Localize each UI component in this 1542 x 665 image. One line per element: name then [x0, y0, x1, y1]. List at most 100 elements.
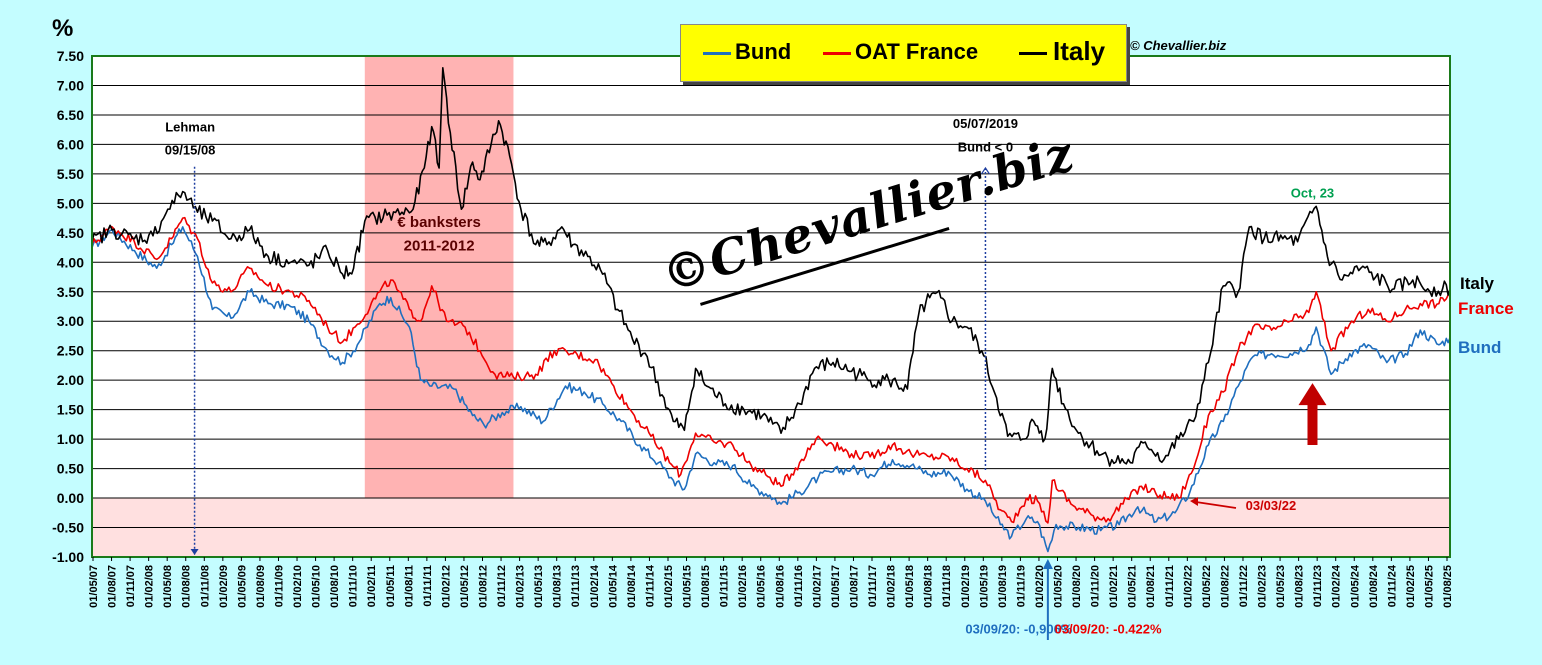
x-tick-label: 01/05/25 [1423, 565, 1435, 608]
annotation-3: 2011-2012 [404, 238, 475, 255]
x-tick-label: 01/08/11 [403, 565, 415, 607]
x-tick-label: 01/08/09 [255, 565, 267, 608]
annotation-7: 03/03/22 [1246, 498, 1297, 513]
x-tick-label: 01/05/23 [1275, 565, 1287, 608]
y-tick-label: 5.00 [57, 195, 84, 211]
annotation-0: Lehman [165, 119, 215, 134]
annotation-layer: Lehman 09/15/08 € banksters 2011-2012 05/07/… [165, 116, 1334, 640]
x-tick-label: 01/08/12 [478, 565, 490, 608]
x-tick-label: 01/05/18 [904, 565, 916, 608]
x-tick-label: 01/05/21 [1127, 565, 1139, 608]
x-tick-label: 01/02/25 [1405, 565, 1417, 608]
x-tick-label: 01/05/08 [162, 565, 174, 608]
x-tick-label: 01/02/20 [1034, 565, 1046, 608]
x-tick-label: 01/08/08 [181, 565, 193, 608]
x-tick-label: 01/11/13 [570, 565, 582, 607]
x-tick-label: 01/08/18 [923, 565, 935, 608]
x-tick-label: 01/08/14 [626, 564, 638, 608]
x-tick-label: 01/05/20 [1052, 565, 1064, 608]
x-tick-label: 01/08/20 [1071, 565, 1083, 608]
x-tick-label: 01/08/22 [1219, 565, 1231, 608]
x-tick-label: 01/08/16 [774, 565, 786, 608]
y-tick-label: 0.00 [57, 490, 84, 506]
x-tick-label: 01/11/11 [422, 565, 434, 607]
annotation-5: Bund < 0 [958, 139, 1013, 154]
x-tick-label: 01/05/11 [385, 565, 397, 607]
x-tick-label: 01/11/22 [1238, 565, 1250, 607]
y-tick-label: 1.50 [57, 402, 84, 418]
y-tick-label: -0.50 [52, 520, 84, 536]
x-tick-label: 01/02/21 [1108, 565, 1120, 608]
x-tick-label: 01/08/17 [848, 565, 860, 608]
series-layer [91, 67, 1451, 553]
y-axis-label: % [52, 15, 73, 42]
marker-arrowhead-0 [190, 549, 199, 555]
x-tick-label: 01/08/21 [1145, 565, 1157, 608]
x-tick-label: 01/02/14 [589, 564, 601, 608]
annotation-9: 03/09/20: -0.422% [1055, 622, 1162, 637]
x-tick-label: 01/02/16 [737, 565, 749, 608]
x-tick-label: 01/02/17 [811, 565, 823, 608]
covid-marker-arrowhead [1042, 559, 1053, 569]
x-tick-label: 01/05/17 [830, 565, 842, 608]
series-line-oat-france [91, 216, 1451, 524]
marker-arrowhead-1 [980, 166, 990, 175]
x-tick-label: 01/05/14 [607, 564, 619, 608]
big-red-arrow [1298, 383, 1327, 446]
x-tick-label: 01/11/09 [273, 565, 285, 607]
y-tick-label: 6.00 [57, 136, 84, 152]
x-tick-label: 01/02/09 [218, 565, 230, 608]
annotation-8: 03/09/20: -0,906% [965, 622, 1072, 637]
x-tick-label: 01/11/16 [793, 565, 805, 607]
x-tick-label: 01/05/22 [1201, 565, 1213, 608]
x-tick-label: 01/08/23 [1294, 565, 1306, 608]
y-tick-label: 0.50 [57, 461, 84, 477]
x-tick-label: 01/11/18 [941, 565, 953, 607]
x-tick-label: 01/02/24 [1331, 564, 1343, 608]
x-tick-label: 01/02/18 [886, 565, 898, 608]
x-tick-label: 01/08/19 [997, 565, 1009, 608]
x-tick-label: 01/11/15 [719, 565, 731, 607]
x-tick-label: 01/05/13 [533, 565, 545, 608]
y-tick-label: 3.00 [57, 313, 84, 329]
x-tick-label: 01/02/08 [144, 565, 156, 608]
x-tick-label: 01/02/11 [366, 565, 378, 607]
x-tick-label: 01/05/07 [88, 565, 100, 608]
legend-item-bund: Bund [735, 39, 792, 64]
x-tick-label: 01/08/25 [1442, 565, 1454, 608]
legend: Bund OAT France Italy [680, 24, 1127, 82]
x-tick-label: 01/11/14 [644, 564, 656, 607]
y-tick-label: 2.00 [57, 372, 84, 388]
y-tick-label: 4.00 [57, 254, 84, 270]
legend-item-italy: Italy [1053, 36, 1106, 66]
x-tick-label: 01/08/15 [700, 565, 712, 608]
y-tick-label: 3.50 [57, 284, 84, 300]
annotation-2: € banksters [397, 214, 480, 231]
x-tick-label: 01/05/16 [756, 565, 768, 608]
pointer-arrowhead-03-03-22 [1190, 497, 1198, 506]
x-tick-label: 01/02/10 [292, 565, 304, 608]
annotation-4: 05/07/2019 [953, 116, 1018, 131]
y-tick-label: 7.00 [57, 77, 84, 93]
x-tick-label: 01/08/10 [329, 565, 341, 608]
end-label-france: France [1458, 299, 1514, 318]
y-tick-label: 7.50 [57, 48, 84, 64]
x-tick-label: 01/11/19 [1015, 565, 1027, 607]
annotation-6: Oct, 23 [1291, 185, 1334, 200]
x-tick-label: 01/02/19 [960, 565, 972, 608]
legend-swatch-bund [703, 52, 731, 55]
y-tick-label: 2.50 [57, 343, 84, 359]
copyright-label: © Chevallier.biz [1130, 38, 1227, 53]
x-tick-label: 01/05/10 [311, 565, 323, 608]
plot-area [92, 56, 1450, 557]
end-label-bund: Bund [1458, 338, 1502, 357]
x-tick-label: 01/11/10 [348, 565, 360, 607]
legend-swatch-oat [823, 52, 851, 55]
axis-layer: 7.50 7.00 6.50 6.00 5.50 5.00 4.50 4.00 3.50 3.00… [52, 15, 1454, 608]
series-line-italy [91, 67, 1451, 467]
pointer-line-03-03-22 [1195, 501, 1237, 509]
legend-swatch-italy [1019, 52, 1047, 55]
x-tick-label: 01/11/12 [496, 565, 508, 607]
x-tick-label: 01/05/24 [1349, 564, 1361, 608]
background-layer [92, 56, 1450, 557]
